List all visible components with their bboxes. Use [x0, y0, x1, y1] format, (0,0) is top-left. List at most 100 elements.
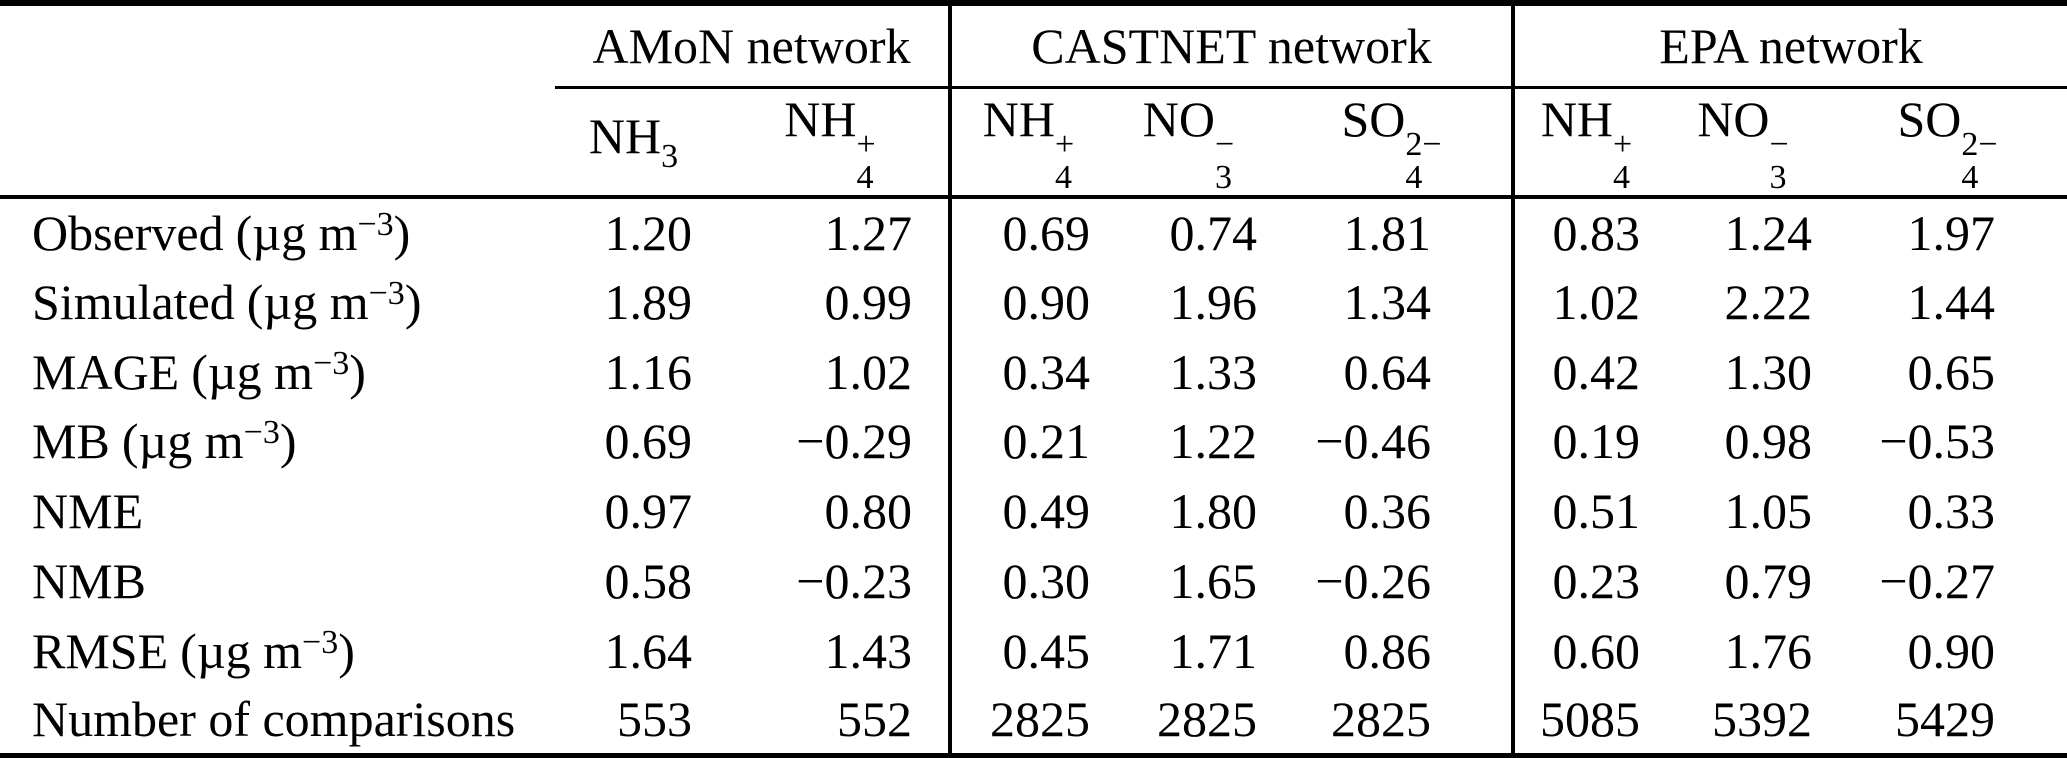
value-cell: 553 [617, 691, 692, 748]
value-cell: 0.99 [824, 273, 913, 330]
table-row: MAGE (µg m−3) 1.16 1.02 0.34 1.33 0.64 0.42 1.30… [0, 336, 2067, 407]
value-cell: 0.34 [948, 336, 1105, 407]
value-cell: −0.46 [1315, 413, 1432, 470]
value-cell: 0.49 [948, 476, 1105, 547]
row-label: Simulated (µg m−3) [0, 267, 555, 337]
row-label: Observed (µg m−3) [0, 197, 555, 267]
metric-unit: (µg m−3) [121, 413, 297, 470]
metric-name: RMSE [32, 622, 169, 679]
value-cell: 0.80 [824, 483, 913, 540]
value-cell: 0.33 [1907, 483, 1996, 540]
network-header-row: AMoN network CASTNET network EPA network [0, 3, 2067, 89]
value-cell: 0.83 [1511, 197, 1659, 267]
metric-unit: (µg m−3) [235, 204, 411, 261]
metric-name: MAGE [32, 343, 180, 400]
value-cell: 2825 [1331, 691, 1432, 748]
column-header-so4-epa: SO 2− 4 [1828, 87, 2067, 199]
value-cell: 0.58 [604, 552, 693, 609]
row-label: RMSE (µg m−3) [0, 616, 555, 686]
value-cell: −0.29 [796, 413, 912, 470]
value-cell: 1.24 [1724, 204, 1813, 261]
network-header-amon: AMoN network [555, 3, 950, 89]
chem-base: NO [1697, 90, 1770, 147]
chem-base: NH [784, 90, 857, 147]
value-cell: 1.44 [1907, 273, 1996, 330]
unit-exponent: −3 [357, 205, 394, 243]
unit-exponent: −3 [302, 623, 339, 661]
value-cell: −0.23 [796, 552, 912, 609]
column-header-nh4-castnet: NH +4 [948, 87, 1105, 199]
chem-scripts: −3 [1215, 125, 1235, 196]
value-cell: 1.81 [1343, 204, 1432, 261]
row-label: MAGE (µg m−3) [0, 337, 555, 407]
value-cell: 0.69 [948, 197, 1105, 267]
chem-base: NH [588, 108, 662, 165]
chem-base: SO [1897, 90, 1962, 147]
column-header-nh3-amon: NH3 [555, 87, 712, 199]
unit-exponent: −3 [368, 274, 405, 312]
network-header-castnet: CASTNET network [947, 3, 1514, 89]
chem-subscript: 3 [661, 138, 679, 176]
chem-scripts: +4 [856, 125, 876, 196]
value-cell: 0.45 [948, 615, 1105, 686]
value-cell: 0.90 [1907, 622, 1996, 679]
value-cell: 5085 [1511, 685, 1659, 756]
table-row: NMB 0.58 −0.23 0.30 1.65 −0.26 0.23 0.79 −0.27 [0, 546, 2067, 616]
value-cell: 0.30 [948, 546, 1105, 616]
metric-unit: (µg m−3) [180, 622, 355, 679]
value-cell: 2825 [1157, 691, 1257, 748]
value-cell: 0.60 [1511, 615, 1659, 686]
value-cell: 0.36 [1343, 483, 1432, 540]
chem-scripts: −3 [1769, 125, 1789, 196]
value-cell: −0.26 [1315, 552, 1432, 609]
value-cell: 0.65 [1907, 343, 1996, 400]
value-cell: −0.53 [1879, 413, 1996, 470]
value-cell: 1.76 [1724, 622, 1813, 679]
value-cell: 0.19 [1511, 406, 1659, 477]
corner-cell [0, 87, 555, 199]
column-header-no3-castnet: NO −3 [1105, 87, 1272, 199]
value-cell: 0.98 [1724, 413, 1813, 470]
value-cell: 1.05 [1724, 483, 1813, 540]
row-label: MB (µg m−3) [0, 406, 555, 476]
value-cell: 1.27 [824, 204, 913, 261]
value-cell: 1.71 [1169, 622, 1258, 679]
column-header-so4-castnet: SO 2− 4 [1272, 87, 1514, 199]
value-cell: 2825 [948, 685, 1105, 756]
value-cell: 0.64 [1343, 343, 1432, 400]
value-cell: 552 [837, 691, 912, 748]
value-cell: 2.22 [1724, 273, 1813, 330]
column-header-nh4-amon: NH +4 [712, 87, 950, 199]
table-row: NME 0.97 0.80 0.49 1.80 0.36 0.51 1.05 0.33 [0, 476, 2067, 547]
value-cell: 1.16 [604, 343, 693, 400]
metric-name: MB [32, 413, 110, 470]
chem-scripts: +4 [1613, 125, 1633, 196]
unit-exponent: −3 [313, 344, 350, 382]
value-cell: 1.80 [1169, 483, 1258, 540]
value-cell: 0.97 [604, 483, 693, 540]
table-row: RMSE (µg m−3) 1.64 1.43 0.45 1.71 0.86 0.60 1.76… [0, 615, 2067, 686]
value-cell: 1.33 [1169, 343, 1258, 400]
table-row: Number of comparisons 553 552 2825 2825 2825 5… [0, 685, 2067, 756]
metric-unit: (µg m−3) [191, 343, 366, 400]
value-cell: −0.27 [1879, 552, 1996, 609]
chem-base: NH [1540, 90, 1614, 147]
table-row: Observed (µg m−3) 1.20 1.27 0.69 0.74 1.81 0.83… [0, 197, 2067, 267]
value-cell: 5392 [1712, 691, 1813, 748]
row-label: NME [0, 476, 555, 546]
chem-scripts: 2− 4 [1961, 125, 1998, 196]
value-cell: 1.30 [1724, 343, 1813, 400]
metric-name: Number of comparisons [32, 691, 516, 748]
value-cell: 0.69 [604, 413, 693, 470]
value-cell: 0.23 [1511, 546, 1659, 616]
value-cell: 0.51 [1511, 476, 1659, 547]
value-cell: 0.74 [1169, 204, 1258, 261]
table-body: Observed (µg m−3) 1.20 1.27 0.69 0.74 1.81 0.83… [0, 197, 2067, 756]
metric-name: NME [32, 483, 144, 540]
value-cell: 1.02 [1511, 266, 1659, 337]
value-cell: 5429 [1895, 691, 1996, 748]
row-label: NMB [0, 546, 555, 616]
value-cell: 0.42 [1511, 336, 1659, 407]
